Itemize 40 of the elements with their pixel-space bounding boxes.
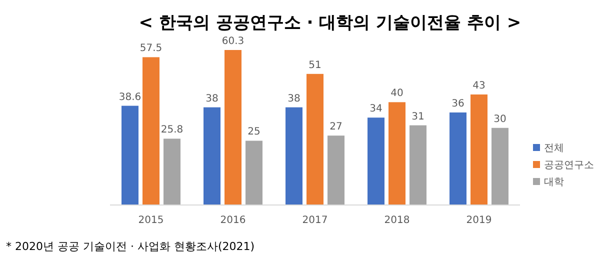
data-label: 34: [370, 104, 382, 115]
data-label: 57.5: [140, 43, 162, 54]
data-label: 60.3: [222, 36, 244, 47]
text: * 2020년 공공 기술이전 · 사업화 현황조사(2021): [6, 240, 255, 253]
x-tick-label: 2016: [220, 215, 246, 226]
data-label: 25: [248, 126, 260, 138]
bar: [388, 102, 406, 205]
bar: [328, 136, 344, 205]
data-label: 43: [472, 80, 486, 92]
chart-title: < 한국의 공공연구소 · 대학의 기술이전율 추이 >: [138, 13, 522, 33]
bar: [286, 107, 302, 205]
data-label: 25.8: [160, 124, 184, 136]
bar: [164, 138, 180, 205]
bar: [122, 106, 138, 205]
x-tick-label: 2017: [302, 215, 328, 226]
legend-label: 공공연구소: [544, 160, 594, 171]
bar: [246, 140, 262, 205]
data-label: 38: [206, 93, 218, 104]
x-tick-label: 2019: [466, 215, 492, 226]
bar: [492, 128, 508, 205]
bar: [142, 57, 160, 205]
x-tick-label: 2015: [138, 215, 164, 226]
data-label: 38: [288, 93, 300, 104]
legend-label: 전체: [544, 143, 564, 154]
bar: [450, 112, 466, 205]
legend-label: 대학: [544, 177, 564, 188]
bar: [410, 125, 426, 205]
bar: [368, 118, 384, 205]
x-tick-label: 2018: [384, 215, 410, 226]
bar: [224, 50, 242, 205]
data-label: 31: [412, 111, 424, 122]
bar: [204, 107, 220, 205]
bar: [306, 74, 324, 205]
data-label: 51: [308, 60, 322, 71]
data-label: 40: [390, 88, 404, 100]
data-label: 38.6: [118, 92, 142, 103]
data-label: 36: [452, 98, 464, 110]
data-label: 30: [494, 114, 506, 125]
bar: [470, 94, 488, 205]
data-label: 27: [330, 122, 342, 133]
